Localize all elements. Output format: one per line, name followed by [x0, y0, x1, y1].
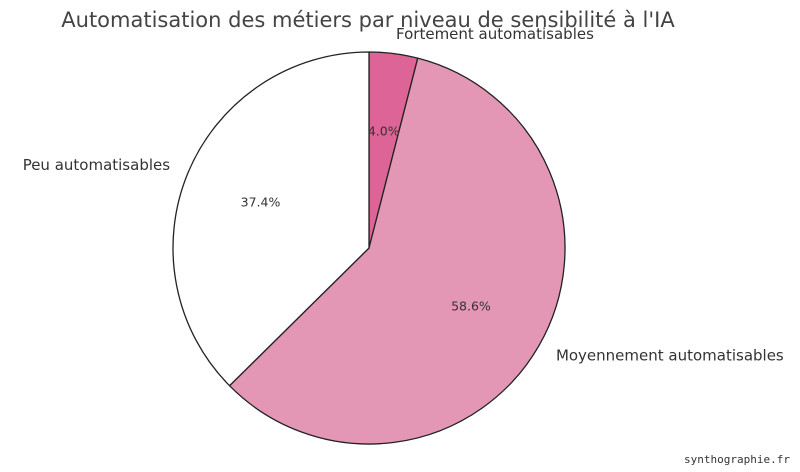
slice-label-fortement-automatisables: Fortement automatisables [396, 25, 594, 43]
pct-label-peu-automatisables: 37.4% [241, 195, 281, 210]
pct-label-moyennement-automatisables: 58.6% [451, 299, 491, 314]
watermark: synthographie.fr [684, 453, 790, 466]
pie-slice-moyennement-automatisables [228, 57, 566, 445]
chart-title: Automatisation des métiers par niveau de… [61, 8, 675, 32]
pct-label-fortement-automatisables: 4.0% [368, 123, 400, 138]
slice-label-moyennement-automatisables: Moyennement automatisables [556, 346, 784, 364]
pie-labels: Fortement automatisables 4.0% Moyennement … [23, 25, 784, 364]
pie-slice-peu-automatisables [172, 51, 370, 387]
slice-label-peu-automatisables: Peu automatisables [23, 156, 171, 174]
pie-slices [172, 51, 566, 445]
